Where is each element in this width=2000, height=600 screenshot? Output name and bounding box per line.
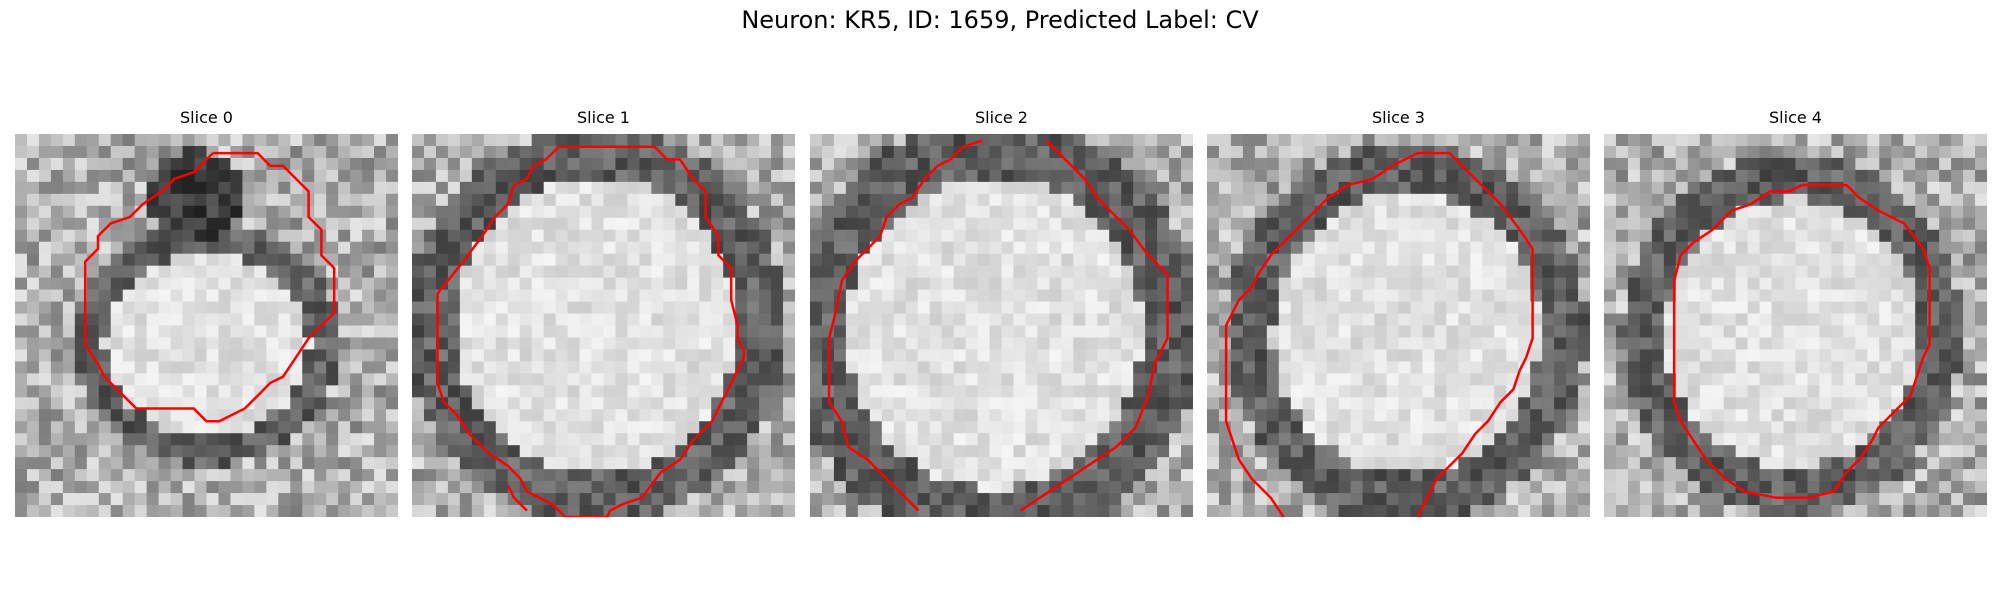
figure-title: Neuron: KR5, ID: 1659, Predicted Label: … (741, 6, 1259, 34)
segmentation-contour (1224, 151, 1419, 517)
slice-image-3 (1207, 134, 1590, 517)
segmentation-contour (436, 145, 746, 517)
slice-title-1: Slice 1 (577, 108, 630, 127)
segmentation-contour (506, 484, 528, 512)
slice-title-3: Slice 3 (1372, 108, 1425, 127)
slice-image-4 (1604, 134, 1987, 517)
segmentation-contour (827, 139, 983, 512)
segmentation-contour (1020, 139, 1169, 512)
slice-image-0 (15, 134, 398, 517)
segmentation-contour (83, 151, 336, 423)
slice-title-0: Slice 0 (180, 108, 233, 127)
segmentation-contour (1672, 183, 1931, 500)
slice-title-2: Slice 2 (975, 108, 1028, 127)
slice-image-2 (810, 134, 1193, 517)
slice-image-1 (412, 134, 795, 517)
slice-title-4: Slice 4 (1769, 108, 1822, 127)
segmentation-contour (1416, 151, 1534, 517)
